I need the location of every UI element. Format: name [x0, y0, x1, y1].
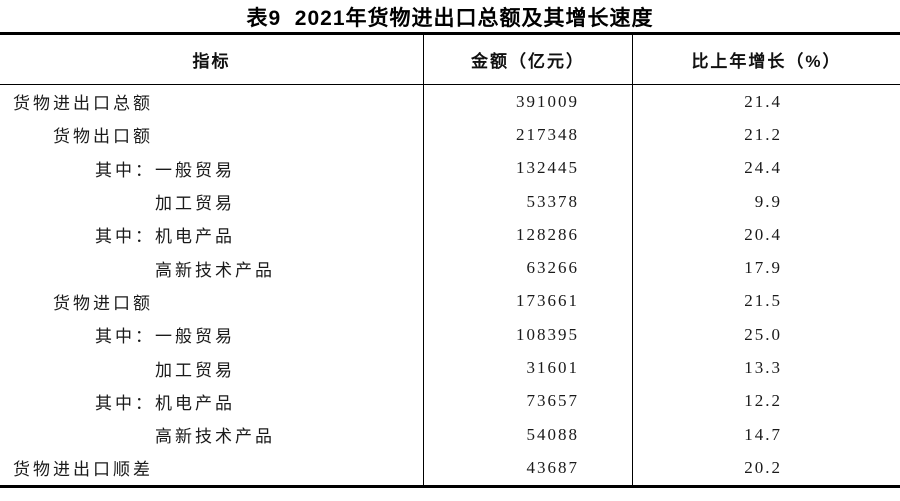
- header-growth: 比上年增长（%）: [633, 35, 900, 84]
- data-table: 指标 金额（亿元） 比上年增长（%） 货物进出口总额 391009 21.4 货…: [0, 32, 900, 488]
- header-amount-label: 金额（亿元）: [471, 52, 585, 71]
- growth-cell: 24.4: [744, 158, 782, 178]
- indicator-label: 其中：机电产品: [95, 227, 235, 247]
- amount-cell: 108395: [424, 318, 633, 352]
- growth-cell: 21.4: [744, 91, 782, 111]
- growth-cell: 25.0: [744, 324, 782, 344]
- indicator-label: 高新技术产品: [155, 260, 275, 280]
- amount-cell: 128286: [424, 218, 633, 252]
- growth-cell: 9.9: [754, 191, 782, 211]
- indicator-cell: 其中：一般贸易: [0, 151, 424, 185]
- indicator-cell: 高新技术产品: [0, 417, 424, 452]
- table-row: 加工贸易 53378 9.9: [0, 184, 900, 219]
- table-row: 货物出口额 217348 21.2: [0, 118, 900, 152]
- indicator-cell: 其中：机电产品: [0, 384, 424, 418]
- indicator-label: 加工贸易: [155, 360, 235, 380]
- indicator-cell: 货物进出口总额: [0, 85, 424, 119]
- table-header-row: 指标 金额（亿元） 比上年增长（%）: [0, 35, 900, 85]
- table-row: 加工贸易 31601 13.3: [0, 351, 900, 385]
- amount-cell: 132445: [424, 151, 633, 185]
- table-row: 货物进口额 173661 21.5: [0, 284, 900, 319]
- header-amount: 金额（亿元）: [424, 35, 633, 84]
- header-indicator: 指标: [0, 35, 424, 84]
- indicator-label: 其中：一般贸易: [95, 160, 235, 180]
- amount-cell: 54088: [424, 417, 633, 452]
- table-row: 货物进出口总额 391009 21.4: [0, 85, 900, 119]
- table-row: 高新技术产品 63266 17.9: [0, 251, 900, 285]
- amount-cell: 173661: [424, 284, 633, 319]
- growth-cell: 20.4: [744, 224, 782, 244]
- indicator-cell: 其中：一般贸易: [0, 318, 424, 352]
- growth-cell: 20.2: [744, 457, 782, 477]
- amount-cell: 391009: [424, 85, 633, 119]
- growth-cell: 21.2: [744, 124, 782, 144]
- table-row: 其中：一般贸易 108395 25.0: [0, 318, 900, 352]
- amount-cell: 73657: [424, 384, 633, 418]
- indicator-label: 货物进口额: [53, 293, 153, 313]
- indicator-label: 其中：一般贸易: [95, 327, 235, 347]
- indicator-cell: 高新技术产品: [0, 251, 424, 285]
- indicator-cell: 其中：机电产品: [0, 218, 424, 252]
- indicator-label: 其中：机电产品: [95, 393, 235, 413]
- table-row: 货物进出口顺差 43687 20.2: [0, 451, 900, 485]
- indicator-cell: 加工贸易: [0, 351, 424, 385]
- growth-cell: 12.2: [744, 391, 782, 411]
- indicator-cell: 货物进出口顺差: [0, 451, 424, 485]
- amount-cell: 43687: [424, 451, 633, 485]
- header-indicator-label: 指标: [192, 52, 231, 71]
- table-title: 表9 2021年货物进出口总额及其增长速度: [246, 7, 654, 30]
- table-row: 其中：机电产品 73657 12.2: [0, 384, 900, 418]
- growth-cell: 14.7: [744, 424, 782, 444]
- growth-cell: 17.9: [744, 258, 782, 278]
- indicator-label: 货物进出口顺差: [13, 460, 153, 480]
- amount-cell: 63266: [424, 251, 633, 285]
- indicator-label: 加工贸易: [155, 194, 235, 214]
- table-row: 其中：一般贸易 132445 24.4: [0, 151, 900, 185]
- indicator-cell: 货物进口额: [0, 284, 424, 319]
- indicator-label: 货物进出口总额: [13, 94, 153, 114]
- indicator-label: 货物出口额: [53, 127, 153, 147]
- amount-cell: 217348: [424, 118, 633, 152]
- amount-cell: 31601: [424, 351, 633, 385]
- indicator-label: 高新技术产品: [155, 427, 275, 447]
- table-row: 高新技术产品 54088 14.7: [0, 417, 900, 452]
- table-row: 其中：机电产品 128286 20.4: [0, 218, 900, 252]
- amount-cell: 53378: [424, 184, 633, 219]
- growth-cell: 13.3: [744, 358, 782, 378]
- header-growth-label: 比上年增长（%）: [691, 52, 842, 71]
- indicator-cell: 加工贸易: [0, 184, 424, 219]
- growth-cell: 21.5: [744, 291, 782, 311]
- indicator-cell: 货物出口额: [0, 118, 424, 152]
